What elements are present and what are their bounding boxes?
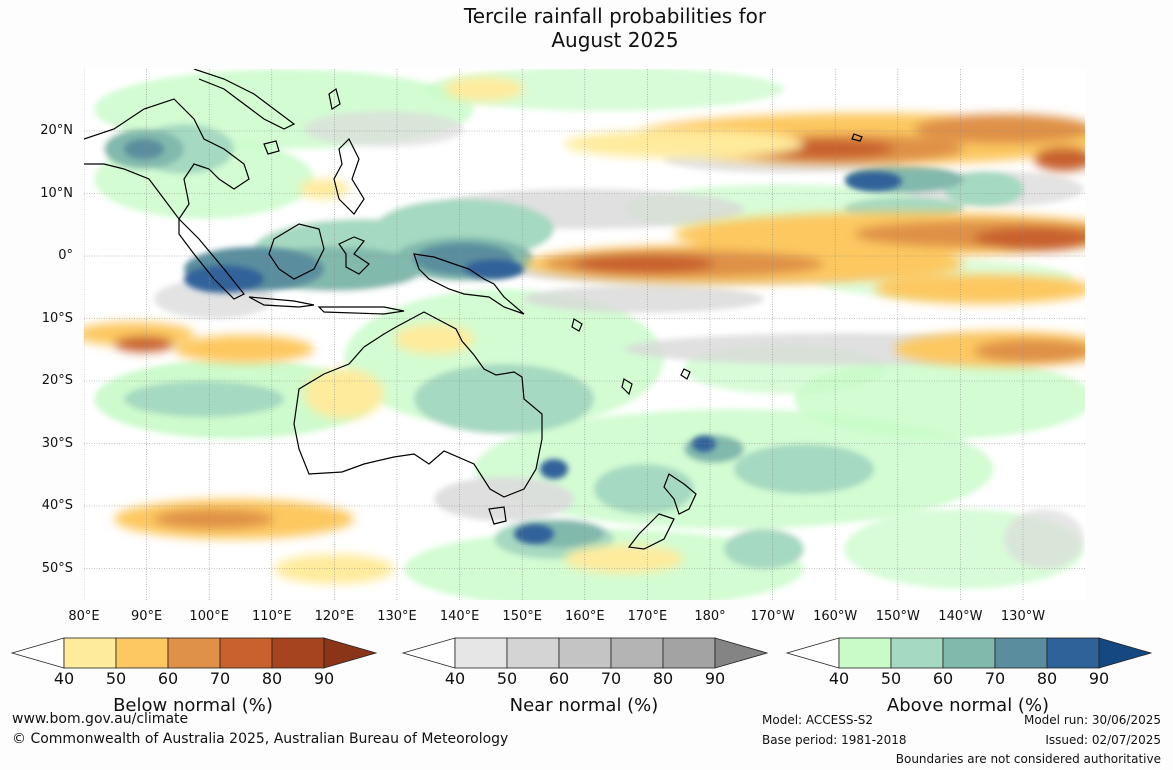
legend-below-normal [10, 636, 378, 676]
colorbar-tick-label: 40 [444, 669, 466, 688]
colorbar-tick-label: 70 [209, 669, 231, 688]
colorbar-tick-label: 90 [1088, 669, 1110, 688]
longitude-label: 100°E [189, 609, 229, 624]
colorbar-under-triangle [10, 637, 65, 669]
colorbar-segment [662, 637, 716, 669]
boundary-note: Boundaries are not considered authoritat… [895, 752, 1161, 766]
latitude-label: 20°S [41, 373, 73, 388]
colorbar-segment [115, 637, 169, 669]
longitude-label: 140°E [439, 609, 480, 624]
latitude-label: 10°N [40, 185, 73, 201]
colorbar-near-normal [401, 637, 769, 669]
latitude-label: 20°N [40, 123, 73, 138]
title-line-1: Tercile rainfall probabilities for [463, 4, 767, 28]
longitude-label: 170°E [627, 609, 668, 624]
colorbar-segment [994, 637, 1048, 669]
colorbar-tick-label: 60 [157, 669, 179, 688]
colorbar-tick-label: 40 [53, 669, 75, 688]
longitude-label: 120°E [314, 609, 355, 624]
longitude-label: 160°W [813, 609, 858, 624]
colorbar-over-triangle [1098, 637, 1153, 669]
above-normal-cores [124, 139, 902, 544]
colorbar-segment [1046, 637, 1100, 669]
map-title: Tercile rainfall probabilities for Augus… [0, 4, 1173, 52]
colorbar-over-triangle [714, 637, 769, 669]
colorbar-segment [558, 637, 612, 669]
colorbar-segment [167, 637, 221, 669]
longitude-label: 150°W [875, 609, 920, 624]
longitude-label: 180° [694, 609, 726, 624]
longitude-label: 140°W [938, 609, 983, 624]
longitude-label: 150°E [502, 609, 542, 624]
colorbar-tick-label: 50 [880, 669, 902, 688]
probability-map[interactable] [84, 69, 1085, 600]
colorbar-under-triangle [785, 637, 840, 669]
latitude-label: 0° [58, 248, 73, 263]
colorbar-tick-label: 80 [1036, 669, 1058, 688]
colorbar-segment [506, 637, 560, 669]
longitude-label: 130°W [1000, 609, 1046, 624]
copyright-text: © Commonwealth of Australia 2025, Austra… [12, 731, 509, 747]
coastlines [84, 69, 863, 550]
model-run-text: Model run: 30/06/2025 [1023, 713, 1161, 727]
longitude-label: 80°E [68, 609, 100, 624]
colorbar-segment [890, 637, 944, 669]
colorbar-tick-label: 50 [496, 669, 518, 688]
colorbar-segment [219, 637, 273, 669]
legend-title-above: Above normal (%) [886, 695, 1050, 716]
issued-text: Issued: 02/07/2025 [1045, 733, 1161, 747]
latitude-label: 50°S [41, 560, 73, 576]
colorbar-segment [838, 637, 892, 669]
colorbar-tick-label: 60 [548, 669, 570, 688]
legend-title-near: Near normal (%) [509, 695, 659, 716]
colorbar-over-triangle [323, 637, 378, 669]
base-period-text: Base period: 1981-2018 [762, 733, 907, 747]
longitude-label: 90°E [130, 609, 163, 624]
legend-near-normal [401, 636, 769, 676]
colorbar-segment [63, 637, 117, 669]
website-link[interactable]: www.bom.gov.au/climate [12, 711, 189, 727]
latitude-label: 40°S [41, 498, 73, 513]
colorbar-tick-label: 80 [261, 669, 283, 688]
colorbar-below-normal [10, 637, 378, 669]
title-line-2: August 2025 [551, 28, 679, 52]
map-canvas [84, 69, 1085, 600]
colorbar-tick-label: 90 [313, 669, 335, 688]
colorbar-tick-label: 90 [704, 669, 726, 688]
latitude-label: 10°S [41, 310, 73, 326]
colorbar-segment [454, 637, 508, 669]
colorbar-segment [610, 637, 664, 669]
latitude-label: 30°S [41, 435, 73, 451]
longitude-label: 130°E [377, 609, 417, 624]
below-normal-bands [84, 77, 1085, 584]
colorbar-tick-label: 80 [652, 669, 674, 688]
colorbar-above-normal [785, 637, 1153, 669]
graticule [84, 69, 1085, 600]
longitude-label: 160°E [565, 609, 605, 624]
colorbar-tick-label: 40 [828, 669, 850, 688]
legend-title-below: Below normal (%) [113, 695, 273, 716]
longitude-label: 170°W [750, 609, 795, 624]
longitude-label: 110°E [252, 609, 292, 624]
legend-above-normal [785, 636, 1153, 676]
colorbar-segment [271, 637, 325, 669]
colorbar-tick-label: 70 [984, 669, 1006, 688]
colorbar-tick-label: 70 [600, 669, 622, 688]
colorbar-under-triangle [401, 637, 456, 669]
model-text: Model: ACCESS-S2 [762, 713, 874, 727]
colorbar-tick-label: 60 [932, 669, 954, 688]
colorbar-segment [942, 637, 996, 669]
colorbar-tick-label: 50 [105, 669, 127, 688]
